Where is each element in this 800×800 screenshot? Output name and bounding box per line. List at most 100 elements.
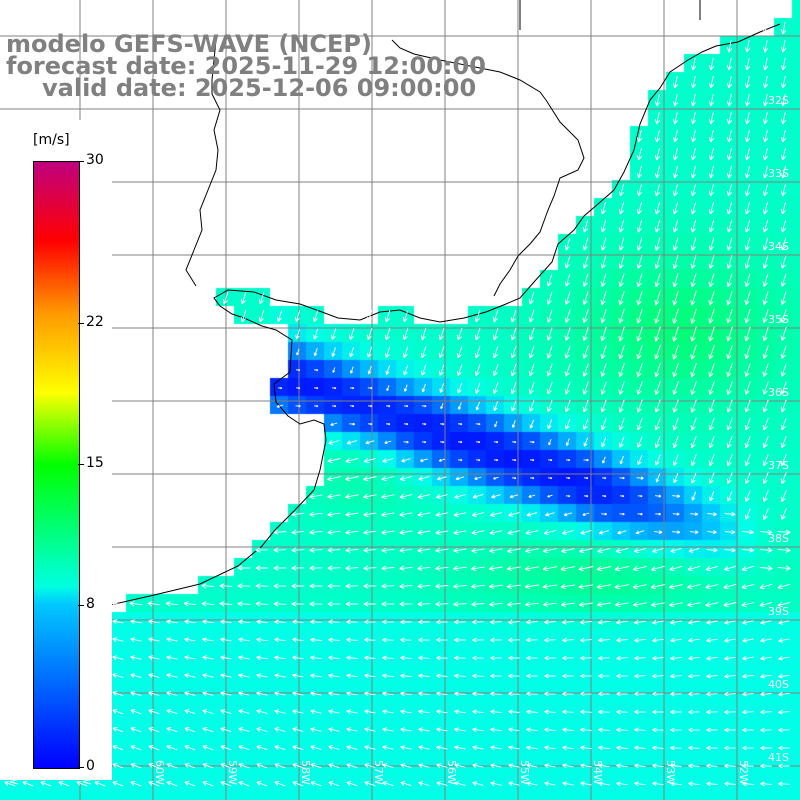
wind-arrow xyxy=(273,529,287,535)
wind-arrow xyxy=(493,458,499,462)
wind-arrow xyxy=(309,601,323,607)
wind-arrow xyxy=(240,309,247,323)
wind-arrow xyxy=(600,399,607,413)
wind-arrow xyxy=(598,745,610,751)
wind-arrow xyxy=(672,183,679,197)
wind-arrow xyxy=(345,565,359,571)
wind-arrow xyxy=(653,530,663,535)
wind-arrow xyxy=(634,673,646,679)
wind-arrow xyxy=(475,440,481,444)
wind-arrow xyxy=(669,601,683,608)
wind-arrow xyxy=(202,691,214,696)
wind-arrow xyxy=(582,309,589,324)
wind-arrow xyxy=(690,201,697,215)
wind-arrow xyxy=(417,547,431,553)
wind-arrow xyxy=(726,363,733,378)
wind-arrow xyxy=(762,75,769,89)
wind-arrow xyxy=(546,273,553,287)
wind-arrow xyxy=(166,745,178,751)
wind-arrow xyxy=(328,619,340,625)
wind-arrow xyxy=(382,655,394,661)
wind-arrow xyxy=(456,345,463,359)
model-title: modelo GEFS-WAVE (NCEP) xyxy=(6,30,372,58)
wind-arrow xyxy=(472,781,484,786)
wind-arrow xyxy=(780,508,787,521)
longitude-label: 60W xyxy=(153,760,166,785)
wind-arrow xyxy=(508,727,520,733)
wind-arrow xyxy=(724,637,736,643)
wind-arrow xyxy=(670,709,682,715)
wind-arrow xyxy=(219,601,233,607)
longitude-label: 52W xyxy=(737,760,750,785)
wind-arrow xyxy=(618,237,625,251)
wind-arrow xyxy=(762,93,769,107)
wind-arrow xyxy=(349,346,355,358)
wind-arrow xyxy=(202,781,214,787)
wind-arrow xyxy=(276,404,284,408)
wind-arrow xyxy=(760,727,772,733)
wind-arrow xyxy=(780,255,787,269)
wind-arrow xyxy=(742,781,754,787)
wind-arrow xyxy=(708,165,715,179)
wind-arrow xyxy=(777,601,791,608)
wind-arrow xyxy=(762,327,769,342)
wind-arrow xyxy=(546,363,553,377)
wind-arrow xyxy=(706,709,718,715)
wind-arrow xyxy=(490,673,502,679)
wind-arrow xyxy=(349,386,355,390)
wind-arrow xyxy=(201,583,215,589)
wind-arrow xyxy=(652,709,664,715)
wind-arrow xyxy=(780,273,787,287)
latitude-label: 33S xyxy=(768,167,789,180)
wind-arrow xyxy=(418,673,430,679)
colorbar-unit: [m/s] xyxy=(33,132,70,148)
wind-arrow xyxy=(780,165,787,179)
wind-arrow xyxy=(760,655,772,661)
wind-arrow xyxy=(618,308,625,324)
wind-arrow xyxy=(510,363,517,377)
wind-arrow xyxy=(654,129,661,143)
wind-arrow xyxy=(292,709,304,714)
wind-arrow xyxy=(780,327,787,341)
wind-arrow xyxy=(350,366,354,374)
wind-arrow xyxy=(309,547,323,553)
wind-arrow xyxy=(763,21,769,35)
wind-arrow xyxy=(472,637,484,643)
wind-arrow xyxy=(560,601,575,608)
wind-arrow xyxy=(382,709,394,715)
wind-arrow xyxy=(582,363,589,377)
wind-arrow xyxy=(726,435,733,449)
wind-arrow xyxy=(400,655,412,661)
wind-arrow xyxy=(292,763,304,769)
wind-arrow xyxy=(688,637,700,643)
wind-arrow xyxy=(690,129,697,143)
wind-arrow xyxy=(690,454,697,467)
wind-arrow xyxy=(399,547,413,553)
wind-arrow xyxy=(328,655,340,661)
wind-arrow xyxy=(166,619,178,625)
wind-arrow xyxy=(744,75,751,89)
wind-arrow xyxy=(295,328,301,340)
wind-arrow xyxy=(652,547,664,553)
wind-arrow xyxy=(780,57,787,71)
wind-arrow xyxy=(435,529,449,536)
wind-arrow xyxy=(364,727,376,732)
wind-arrow xyxy=(364,691,376,697)
wind-arrow xyxy=(601,436,607,448)
wind-arrow xyxy=(636,129,643,143)
wind-arrow xyxy=(726,417,733,431)
wind-arrow xyxy=(385,365,391,375)
wind-arrow xyxy=(490,763,502,769)
wind-arrow xyxy=(435,583,449,589)
wind-arrow xyxy=(706,763,718,769)
wind-arrow xyxy=(526,655,538,661)
wind-arrow xyxy=(614,583,630,590)
wind-arrow xyxy=(529,476,535,480)
wind-arrow xyxy=(238,727,250,733)
wind-arrow xyxy=(382,727,394,732)
wind-arrow xyxy=(669,565,683,572)
wind-arrow xyxy=(706,781,718,787)
wind-arrow xyxy=(526,763,538,769)
wind-arrow xyxy=(292,655,304,661)
